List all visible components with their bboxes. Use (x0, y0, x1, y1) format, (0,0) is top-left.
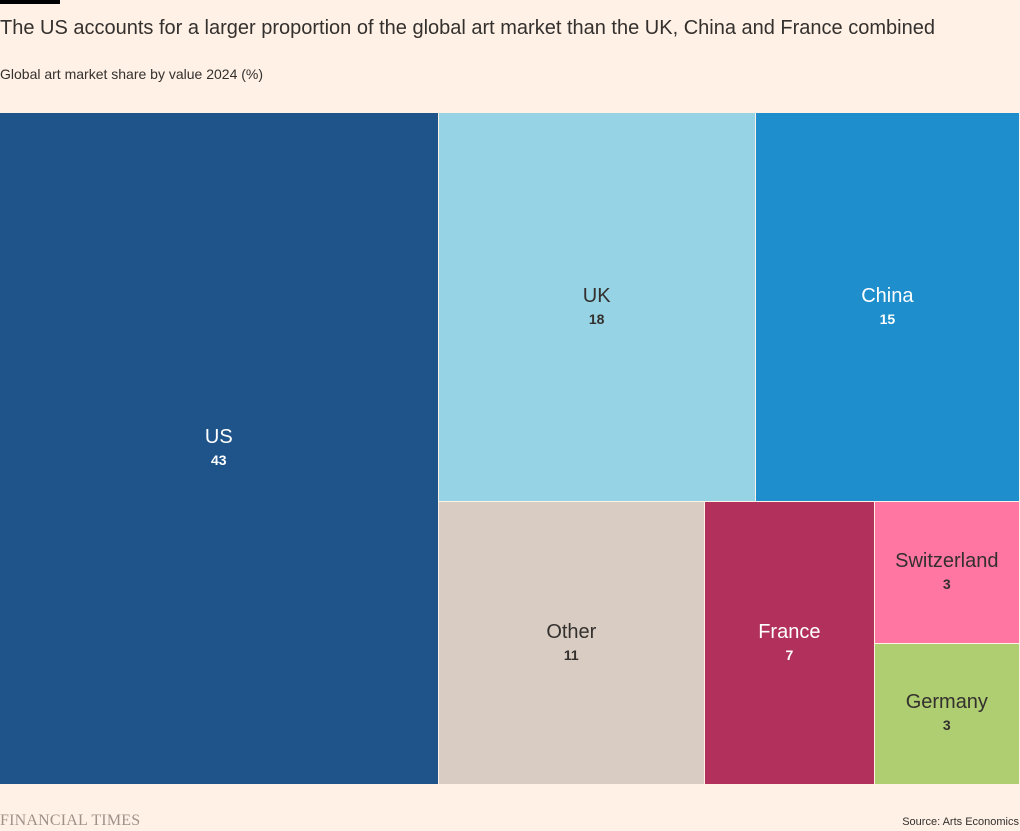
top-accent-bar (0, 0, 60, 4)
treemap-value-switzerland: 3 (942, 575, 951, 592)
treemap-tile-switzerland: Switzerland 3 (874, 502, 1020, 644)
treemap-value-us: 43 (211, 452, 227, 468)
treemap-value-germany: 3 (942, 717, 951, 734)
treemap-value-france: 7 (785, 646, 794, 663)
treemap-tile-china: China 15 (755, 113, 1020, 503)
treemap-label-uk: UK (582, 284, 611, 307)
treemap-label-us: US (204, 426, 233, 448)
source-note: Source: Arts Economics (902, 816, 1019, 828)
treemap-value-uk: 18 (588, 310, 605, 327)
treemap-label-china: China (861, 284, 914, 307)
treemap-label-germany: Germany (905, 691, 988, 714)
treemap-value-other: 11 (563, 646, 579, 663)
treemap-tile-germany: Germany 3 (874, 643, 1020, 785)
treemap-tile-us: US 43 (0, 113, 439, 785)
treemap-value-china: 15 (879, 310, 896, 327)
chart-title: The US accounts for a larger proportion … (0, 17, 935, 39)
chart-subtitle: Global art market share by value 2024 (%… (0, 66, 264, 82)
treemap-tile-other: Other 11 (438, 502, 706, 785)
treemap-tile-france: France 7 (705, 502, 875, 785)
treemap-label-switzerland: Switzerland (895, 549, 999, 572)
ft-logo-text: FINANCIAL TIMES (0, 812, 141, 829)
treemap-label-other: Other (546, 620, 597, 643)
treemap-tile-uk: UK 18 (438, 113, 756, 503)
treemap-label-france: France (758, 620, 821, 643)
treemap-chart: US 43 UK 18 China 15 Other 11 France 7 Switzerland… (0, 113, 1020, 785)
